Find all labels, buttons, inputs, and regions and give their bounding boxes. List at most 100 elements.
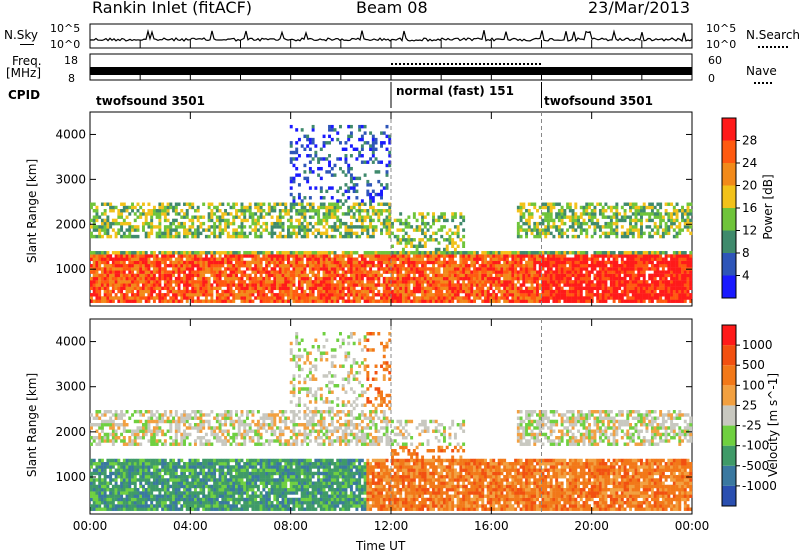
heatmap-cell	[92, 260, 96, 265]
heatmap-cell	[295, 234, 299, 239]
heatmap-cell	[366, 212, 370, 216]
heatmap-cell	[341, 192, 345, 197]
heatmap-cell	[486, 267, 490, 271]
heatmap-cell	[423, 231, 427, 236]
heatmap-cell	[191, 221, 195, 226]
heatmap-cell	[530, 286, 534, 291]
heatmap-cell	[634, 254, 638, 258]
heatmap-cell	[609, 280, 613, 284]
heatmap-cell	[207, 283, 211, 287]
heatmap-cell	[399, 228, 403, 232]
heatmap-cell	[527, 218, 531, 223]
heatmap-cell	[366, 273, 370, 278]
heatmap-cell	[382, 225, 386, 229]
heatmap-cell	[459, 221, 463, 226]
heatmap-cell	[464, 286, 468, 291]
heatmap-cell	[464, 293, 468, 297]
heatmap-cell	[259, 280, 263, 284]
heatmap-cell	[470, 283, 474, 287]
heatmap-cell	[319, 263, 323, 268]
heatmap-cell	[648, 218, 652, 223]
heatmap-cell	[300, 273, 304, 278]
heatmap-cell	[289, 254, 293, 258]
heatmap-cell	[626, 299, 630, 303]
heatmap-cell	[596, 257, 600, 261]
heatmap-cell	[95, 491, 99, 495]
heatmap-cell	[494, 280, 498, 284]
heatmap-cell	[155, 225, 159, 229]
colorbar-swatch	[722, 118, 736, 141]
heatmap-cell	[276, 263, 280, 268]
heatmap-cell	[667, 296, 671, 300]
heatmap-cell	[128, 289, 132, 294]
heatmap-cell	[256, 260, 260, 265]
heatmap-cell	[106, 439, 110, 443]
heatmap-cell	[90, 270, 93, 274]
heatmap-cell	[678, 254, 682, 258]
heatmap-cell	[125, 299, 129, 303]
heatmap-cell	[399, 257, 403, 261]
heatmap-cell	[549, 202, 553, 206]
heatmap-cell	[267, 260, 271, 265]
heatmap-cell	[336, 228, 340, 232]
heatmap-cell	[434, 218, 438, 223]
heatmap-cell	[577, 263, 581, 268]
heatmap-cell	[152, 263, 156, 268]
heatmap-cell	[555, 289, 559, 294]
heatmap-cell	[174, 280, 178, 284]
colorbar-swatch	[722, 230, 736, 253]
heatmap-cell	[120, 234, 124, 239]
heatmap-cell	[92, 221, 96, 226]
heatmap-cell	[243, 293, 247, 297]
heatmap-cell	[289, 260, 293, 265]
heatmap-cell	[560, 276, 564, 281]
heatmap-cell	[560, 286, 564, 291]
heatmap-cell	[267, 289, 271, 294]
heatmap-cell	[453, 267, 457, 271]
heatmap-cell	[199, 273, 203, 278]
heatmap-cell	[629, 225, 632, 229]
heatmap-cell	[434, 283, 438, 287]
heatmap-cell	[462, 228, 466, 232]
heatmap-cell	[196, 205, 200, 210]
heatmap-cell	[235, 283, 238, 287]
heatmap-cell	[388, 202, 392, 206]
heatmap-cell	[631, 276, 635, 281]
heatmap-cell	[582, 218, 586, 223]
heatmap-cell	[100, 273, 104, 278]
heatmap-cell	[339, 293, 342, 297]
heatmap-cell	[546, 296, 550, 300]
heatmap-cell	[574, 254, 578, 258]
heatmap-cell	[136, 286, 140, 291]
heatmap-cell	[300, 128, 304, 132]
heatmap-cell	[103, 462, 107, 466]
heatmap-cell	[109, 423, 113, 427]
heatmap-cell	[295, 218, 299, 223]
heatmap-cell	[374, 273, 378, 278]
heatmap-cell	[407, 267, 411, 271]
heatmap-cell	[276, 276, 280, 281]
heatmap-cell	[358, 124, 362, 129]
heatmap-cell	[519, 273, 523, 278]
heatmap-cell	[421, 215, 425, 219]
heatmap-cell	[229, 257, 233, 261]
heatmap-cell	[385, 260, 389, 265]
heatmap-cell	[117, 283, 121, 287]
heatmap-cell	[481, 257, 485, 261]
heatmap-cell	[183, 260, 186, 265]
heatmap-cell	[245, 293, 249, 297]
heatmap-cell	[442, 225, 446, 229]
heatmap-cell	[100, 267, 104, 271]
heatmap-cell	[538, 221, 542, 226]
heatmap-cell	[243, 299, 247, 303]
heatmap-cell	[251, 251, 255, 255]
heatmap-cell	[503, 299, 507, 303]
heatmap-cell	[607, 286, 611, 291]
heatmap-cell	[593, 251, 597, 255]
heatmap-cell	[103, 225, 107, 229]
heatmap-cell	[590, 283, 594, 287]
heatmap-cell	[158, 228, 162, 232]
heatmap-cell	[423, 251, 427, 255]
heatmap-cell	[681, 267, 684, 271]
heatmap-cell	[256, 267, 260, 271]
